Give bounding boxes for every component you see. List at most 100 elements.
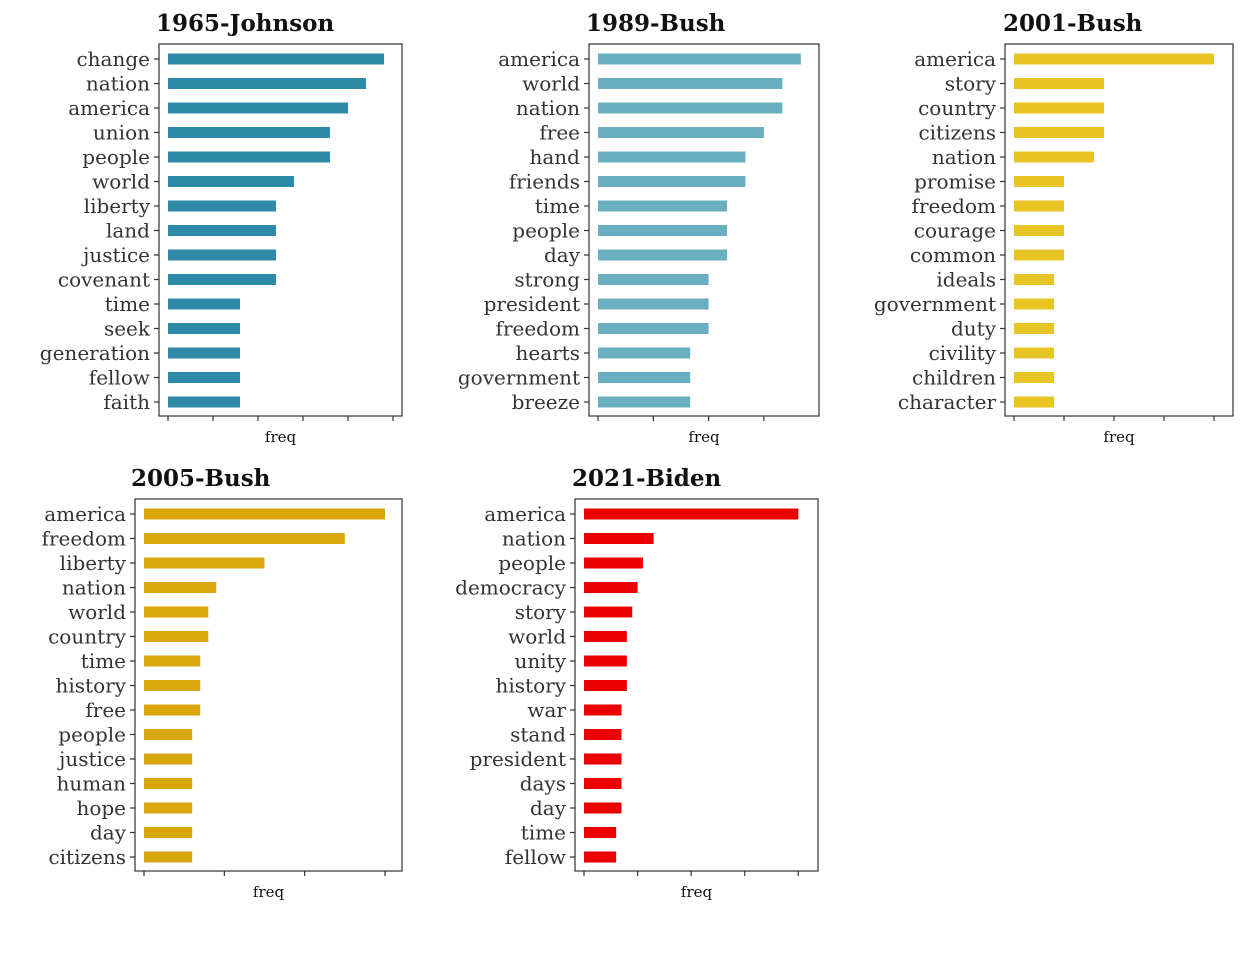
- bar: [584, 753, 622, 765]
- category-label: nation: [86, 72, 150, 96]
- category-label: stand: [510, 723, 566, 747]
- category-label: union: [93, 121, 150, 145]
- category-label: day: [544, 243, 581, 267]
- bar: [1014, 249, 1064, 261]
- category-label: friends: [509, 170, 580, 194]
- bar: [584, 606, 633, 618]
- category-label: nation: [62, 576, 126, 600]
- category-label: land: [106, 219, 150, 243]
- bar: [168, 225, 276, 236]
- bar: [168, 298, 240, 310]
- category-label: human: [56, 772, 126, 796]
- bar: [1014, 225, 1064, 236]
- bar: [144, 827, 193, 838]
- panel-5: 2021-Bidenamericanationpeopledemocracyst…: [455, 465, 819, 901]
- category-label: country: [48, 625, 127, 649]
- bar: [144, 533, 345, 544]
- category-label: liberty: [84, 194, 151, 218]
- bar: [168, 127, 330, 138]
- panel-title: 1989-Bush: [586, 10, 726, 37]
- bar: [168, 372, 240, 383]
- category-label: country: [918, 96, 997, 120]
- panel-3: 2001-Bush americastorycountrycitizensnati…: [874, 10, 1234, 446]
- bar: [584, 704, 622, 716]
- panel-2: 1989-Bushamericaworldnationfreehandfrien…: [458, 10, 820, 446]
- category-label: days: [520, 772, 566, 796]
- category-label: america: [68, 96, 150, 120]
- category-label: nation: [516, 96, 580, 120]
- panel-1: 1965-Johnsonchangenationamericaunionpeop…: [40, 10, 403, 446]
- bar: [1014, 347, 1054, 359]
- category-label: government: [874, 292, 996, 316]
- category-label: free: [85, 698, 126, 722]
- category-label: children: [912, 366, 996, 390]
- category-label: government: [458, 366, 580, 390]
- bar: [144, 802, 193, 814]
- bar: [168, 176, 294, 187]
- category-label: america: [484, 502, 566, 526]
- bar: [168, 53, 384, 65]
- bar: [1014, 102, 1104, 114]
- panel-frame: [588, 43, 820, 417]
- category-label: war: [527, 698, 566, 722]
- bar: [598, 396, 691, 408]
- bar: [598, 323, 709, 334]
- category-label: time: [535, 194, 580, 218]
- x-axis-title: freq: [253, 883, 285, 901]
- bar: [1014, 396, 1054, 408]
- category-label: breeze: [512, 390, 580, 414]
- category-label: promise: [914, 170, 996, 194]
- category-label: time: [81, 649, 126, 673]
- bar: [584, 729, 622, 740]
- category-label: faith: [103, 390, 150, 414]
- bar: [144, 680, 201, 691]
- panel-4: 2005-Bushamericafreedomlibertynationworl…: [42, 465, 403, 901]
- bar: [598, 200, 728, 212]
- category-label: nation: [932, 145, 996, 169]
- bar: [598, 127, 764, 138]
- category-label: fellow: [505, 845, 566, 869]
- bar: [144, 729, 193, 740]
- category-label: justice: [81, 243, 150, 267]
- x-axis-title: freq: [688, 428, 720, 446]
- bar: [584, 508, 799, 520]
- bar: [1014, 151, 1094, 163]
- bar: [144, 704, 201, 716]
- bar: [584, 557, 643, 569]
- bar: [598, 347, 691, 359]
- bar: [144, 851, 193, 863]
- bar: [168, 78, 366, 89]
- bar: [144, 631, 209, 642]
- bar: [598, 176, 746, 187]
- bar: [584, 655, 627, 667]
- bar: [1014, 372, 1054, 383]
- category-label: time: [105, 292, 150, 316]
- category-label: story: [515, 600, 567, 624]
- category-label: america: [914, 47, 996, 71]
- category-label: day: [530, 796, 567, 820]
- category-label: justice: [57, 747, 126, 771]
- bar: [1014, 78, 1104, 89]
- bar: [598, 274, 709, 285]
- panel-frame: [158, 43, 403, 417]
- category-label: people: [512, 219, 580, 243]
- category-label: courage: [914, 219, 996, 243]
- bar: [1014, 274, 1054, 285]
- category-label: president: [470, 747, 566, 771]
- category-label: world: [92, 170, 150, 194]
- category-label: hope: [76, 796, 126, 820]
- category-label: duty: [951, 317, 997, 341]
- category-label: world: [522, 72, 580, 96]
- bar: [168, 396, 240, 408]
- bar: [584, 851, 617, 863]
- bar: [584, 680, 627, 691]
- bar: [1014, 176, 1064, 187]
- category-label: character: [898, 390, 997, 414]
- bar: [168, 151, 330, 163]
- bar: [598, 372, 691, 383]
- category-label: hearts: [515, 341, 580, 365]
- bar: [144, 655, 201, 667]
- bar: [584, 802, 622, 814]
- bar: [598, 78, 783, 89]
